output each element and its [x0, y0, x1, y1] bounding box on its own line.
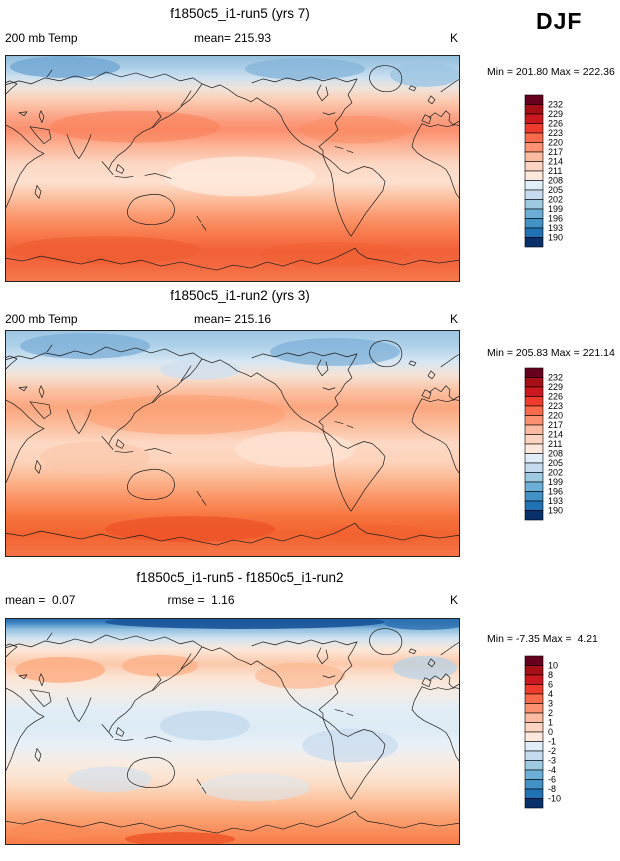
svg-text:220: 220 — [548, 411, 563, 421]
panel-title: f1850c5_i1-run5 (yrs 7) — [170, 6, 310, 21]
map-border — [5, 55, 460, 282]
svg-text:205: 205 — [548, 458, 563, 468]
svg-text:1: 1 — [548, 718, 553, 728]
units-label: K — [449, 31, 458, 45]
svg-text:223: 223 — [548, 128, 563, 138]
field-blobs — [20, 332, 430, 545]
svg-text:229: 229 — [548, 109, 563, 119]
svg-text:196: 196 — [548, 487, 563, 497]
mean-label: mean= 215.93 — [193, 31, 272, 45]
svg-text:226: 226 — [548, 119, 563, 129]
svg-text:199: 199 — [548, 204, 563, 214]
svg-text:226: 226 — [548, 392, 563, 402]
field-blobs — [10, 618, 460, 845]
svg-text:10: 10 — [548, 661, 558, 671]
svg-text:-4: -4 — [548, 765, 556, 775]
map-case2 — [5, 330, 460, 557]
colorbar-svg: 2322292262232202172142112082052021991961… — [524, 367, 563, 521]
colorbar-case2: 232 229 226 223 220 217 214 211 208 205 202 199 196 1… — [524, 366, 579, 531]
map-svg — [5, 618, 460, 845]
svg-text:4: 4 — [548, 689, 553, 699]
svg-text:193: 193 — [548, 496, 563, 506]
svg-text:196: 196 — [548, 214, 563, 224]
svg-text:214: 214 — [548, 157, 563, 167]
mean-label: mean= 215.16 — [193, 312, 272, 326]
map-border — [5, 330, 460, 557]
field-blobs — [10, 55, 460, 267]
svg-text:193: 193 — [548, 223, 563, 233]
mean-label: mean = 0.07 — [5, 593, 76, 607]
map-case1 — [5, 55, 460, 282]
svg-text:6: 6 — [548, 680, 553, 690]
map-svg — [5, 55, 460, 282]
svg-text:-3: -3 — [548, 756, 556, 766]
svg-text:232: 232 — [548, 100, 563, 110]
svg-text:-6: -6 — [548, 775, 556, 785]
svg-text:211: 211 — [548, 439, 562, 449]
svg-text:214: 214 — [548, 430, 563, 440]
svg-text:202: 202 — [548, 195, 563, 205]
svg-text:8: 8 — [548, 670, 553, 680]
svg-text:199: 199 — [548, 477, 563, 487]
svg-text:205: 205 — [548, 185, 563, 195]
map-svg — [5, 330, 460, 557]
colorbar-difference: 10 8 6 4 3 2 1 0 -1 -2 -3 -4 -6 -8 -10 — [524, 654, 579, 819]
minmax-label: Min = -7.35 Max = 4.21 — [487, 633, 598, 645]
svg-text:-8: -8 — [548, 784, 556, 794]
svg-text:217: 217 — [548, 147, 563, 157]
panel-title: f1850c5_i1-run2 (yrs 3) — [170, 288, 310, 303]
map-difference — [5, 618, 460, 845]
svg-text:208: 208 — [548, 176, 563, 186]
colorbar-svg: 2322292262232202172142112082052021991961… — [524, 94, 563, 248]
svg-text:-10: -10 — [548, 794, 561, 804]
colorbar-case1: 232 229 226 223 220 217 214 211 208 205 202 199 196 1… — [524, 93, 579, 258]
units-label: K — [449, 593, 458, 607]
variable-label: 200 mb Temp — [5, 31, 78, 45]
svg-text:3: 3 — [548, 699, 553, 709]
panel-subheader: 200 mb Temp mean= 215.16 K — [5, 312, 460, 327]
rmse-label: rmse = 1.16 — [167, 593, 235, 607]
units-label: K — [449, 312, 458, 326]
svg-text:2: 2 — [548, 708, 553, 718]
panel-title: f1850c5_i1-run5 - f1850c5_i1-run2 — [136, 570, 344, 585]
svg-text:217: 217 — [548, 420, 563, 430]
season-label: DJF — [536, 8, 583, 34]
panel-subheader: mean = 0.07 rmse = 1.16 K — [5, 593, 460, 608]
panel-subheader: 200 mb Temp mean= 215.93 K — [5, 31, 460, 46]
variable-label: 200 mb Temp — [5, 312, 78, 326]
svg-text:232: 232 — [548, 373, 563, 383]
svg-text:220: 220 — [548, 138, 563, 148]
minmax-label: Min = 205.83 Max = 221.14 — [487, 347, 615, 359]
minmax-label: Min = 201.80 Max = 222.36 — [487, 66, 615, 78]
map-border — [5, 618, 460, 845]
svg-text:208: 208 — [548, 449, 563, 459]
svg-text:211: 211 — [548, 166, 562, 176]
svg-text:229: 229 — [548, 382, 563, 392]
svg-text:-2: -2 — [548, 746, 556, 756]
svg-text:190: 190 — [548, 233, 563, 243]
svg-text:190: 190 — [548, 506, 563, 516]
svg-text:223: 223 — [548, 401, 563, 411]
svg-text:-1: -1 — [548, 737, 556, 747]
svg-text:0: 0 — [548, 727, 553, 737]
svg-text:202: 202 — [548, 468, 563, 478]
